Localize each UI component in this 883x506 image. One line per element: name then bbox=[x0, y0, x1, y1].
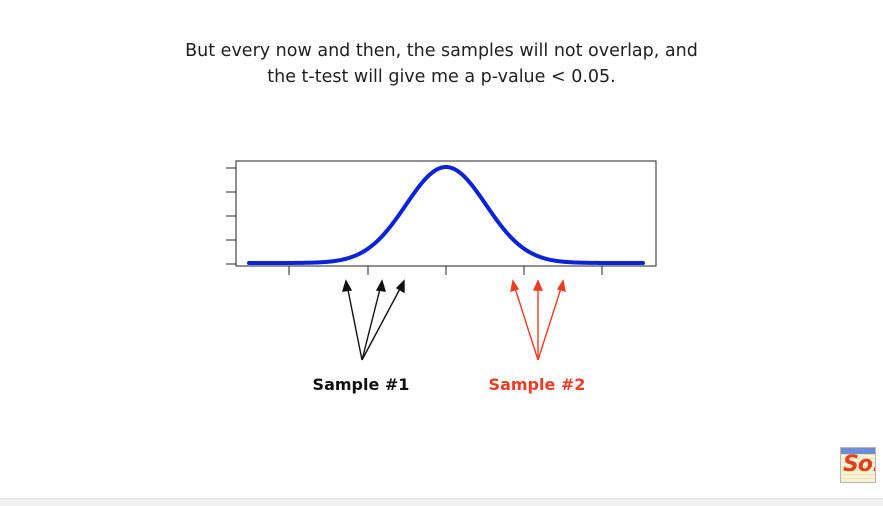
sample-2-arrowhead bbox=[556, 279, 566, 292]
logo-banner bbox=[841, 448, 875, 454]
plot-frame bbox=[235, 160, 657, 267]
slide-caption-line-2: the t-test will give me a p-value < 0.05… bbox=[267, 67, 616, 87]
sample-2-label: Sample #2 bbox=[489, 375, 586, 394]
normal-curve bbox=[247, 165, 645, 265]
sample-1-arrowhead bbox=[375, 279, 386, 292]
sample-1-arrows bbox=[342, 279, 405, 361]
sample-1-arrow bbox=[361, 284, 403, 361]
logo-text: So! bbox=[843, 452, 875, 477]
sample-1-arrowhead bbox=[342, 279, 353, 292]
x-axis-ticks bbox=[288, 266, 603, 275]
bottom-strip bbox=[0, 498, 883, 506]
sample-2-arrowhead bbox=[510, 279, 520, 292]
slide-caption-line-1: But every now and then, the samples will… bbox=[185, 41, 698, 61]
channel-logo: So! bbox=[840, 447, 876, 483]
sample-2-arrowhead bbox=[532, 279, 544, 291]
y-axis-ticks bbox=[226, 167, 236, 265]
sample-2-arrow bbox=[513, 284, 539, 361]
sample-2-arrow bbox=[537, 284, 563, 361]
sample-1-label: Sample #1 bbox=[313, 375, 410, 394]
sample-1-arrow bbox=[346, 284, 363, 361]
sample-1-arrowhead bbox=[395, 279, 405, 294]
sample-2-arrows bbox=[510, 279, 566, 361]
sample-1-arrow bbox=[361, 284, 382, 361]
